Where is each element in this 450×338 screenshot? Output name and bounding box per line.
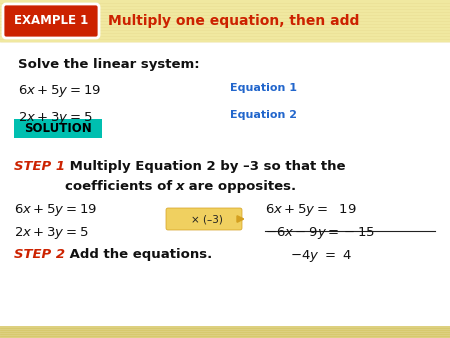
Text: coefficients of: coefficients of [65, 180, 177, 193]
Text: $6x + 5y =\ \ 19$: $6x + 5y =\ \ 19$ [265, 202, 356, 218]
Text: × (–3): × (–3) [191, 214, 223, 224]
Text: Add the equations.: Add the equations. [65, 248, 212, 261]
Text: Multiply one equation, then add: Multiply one equation, then add [108, 14, 360, 28]
FancyBboxPatch shape [166, 208, 242, 230]
Text: $2x + 3y = 5$: $2x + 3y = 5$ [14, 225, 89, 241]
Bar [0, 0, 450, 42]
Bar [14, 119, 102, 138]
Text: $-4y\ =\ 4$: $-4y\ =\ 4$ [290, 248, 352, 264]
Text: $6x + 5y = 19$: $6x + 5y = 19$ [14, 202, 97, 218]
Text: are opposites.: are opposites. [184, 180, 296, 193]
Bar [0, 42, 450, 328]
Text: $2x + 3y = 5$: $2x + 3y = 5$ [18, 110, 92, 126]
Text: Equation 1: Equation 1 [230, 83, 297, 93]
Text: EXAMPLE 1: EXAMPLE 1 [14, 15, 88, 27]
Text: $6x + 5y = 19$: $6x + 5y = 19$ [18, 83, 101, 99]
Text: Equation 2: Equation 2 [230, 110, 297, 120]
Text: SOLUTION: SOLUTION [24, 122, 92, 135]
FancyBboxPatch shape [3, 4, 99, 38]
Text: x: x [176, 180, 184, 193]
Text: Solve the linear system:: Solve the linear system: [18, 58, 200, 71]
Bar [0, 326, 450, 338]
Text: STEP 1: STEP 1 [14, 160, 65, 173]
Text: Multiply Equation 2 by –3 so that the: Multiply Equation 2 by –3 so that the [65, 160, 346, 173]
Text: $-6x - 9y = -15$: $-6x - 9y = -15$ [265, 225, 375, 241]
Text: STEP 2: STEP 2 [14, 248, 65, 261]
